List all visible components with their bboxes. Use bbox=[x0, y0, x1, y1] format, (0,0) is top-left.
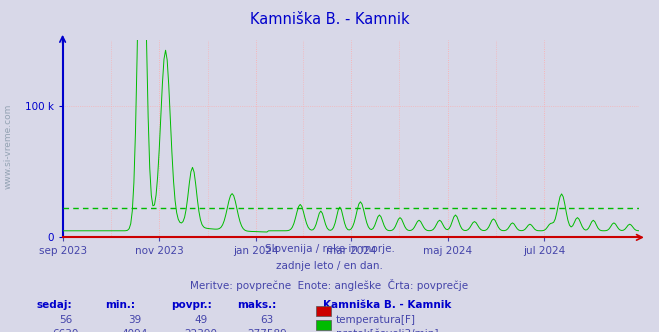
Text: Meritve: povprečne  Enote: angleške  Črta: povprečje: Meritve: povprečne Enote: angleške Črta:… bbox=[190, 279, 469, 290]
Text: Slovenija / reke in morje.: Slovenija / reke in morje. bbox=[264, 244, 395, 254]
Text: sedaj:: sedaj: bbox=[36, 300, 72, 310]
Text: 56: 56 bbox=[59, 315, 72, 325]
Text: Kamniška B. - Kamnik: Kamniška B. - Kamnik bbox=[323, 300, 451, 310]
Text: Kamniška B. - Kamnik: Kamniška B. - Kamnik bbox=[250, 12, 409, 27]
Text: pretok[čevelj3/min]: pretok[čevelj3/min] bbox=[336, 329, 439, 332]
Text: 6630: 6630 bbox=[53, 329, 79, 332]
Text: 63: 63 bbox=[260, 315, 273, 325]
Text: www.si-vreme.com: www.si-vreme.com bbox=[4, 103, 13, 189]
Text: 39: 39 bbox=[129, 315, 142, 325]
Text: povpr.:: povpr.: bbox=[171, 300, 212, 310]
Text: maks.:: maks.: bbox=[237, 300, 277, 310]
Text: 277589: 277589 bbox=[247, 329, 287, 332]
Text: min.:: min.: bbox=[105, 300, 136, 310]
Text: zadnje leto / en dan.: zadnje leto / en dan. bbox=[276, 261, 383, 271]
Text: 4094: 4094 bbox=[122, 329, 148, 332]
Text: 49: 49 bbox=[194, 315, 208, 325]
Text: temperatura[F]: temperatura[F] bbox=[336, 315, 416, 325]
Text: 22390: 22390 bbox=[185, 329, 217, 332]
